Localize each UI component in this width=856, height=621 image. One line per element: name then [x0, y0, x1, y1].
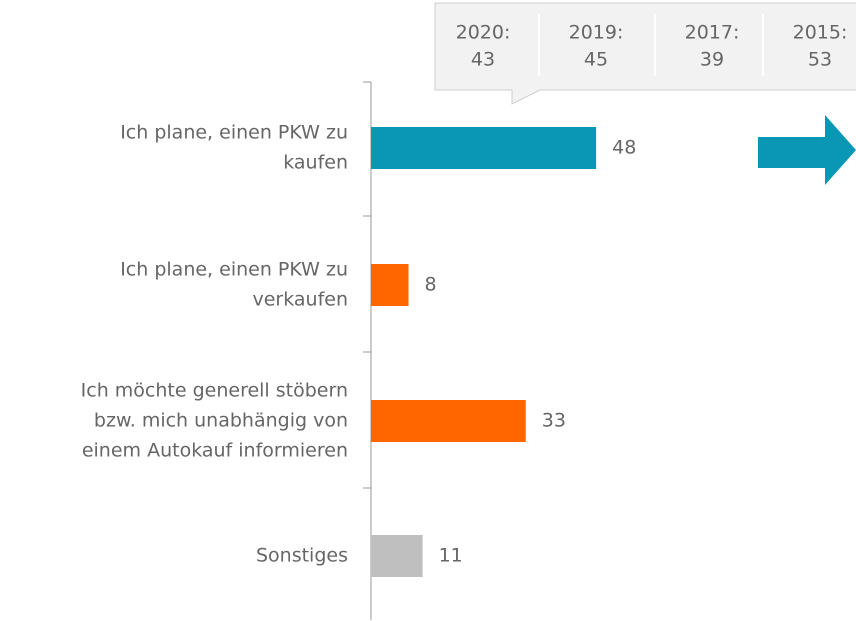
category-label: Ich plane, einen PKW zu — [120, 259, 348, 281]
category-label: Sonstiges — [256, 545, 348, 567]
category-label: bzw. mich unabhängig von — [94, 410, 348, 432]
category-label: verkaufen — [252, 289, 348, 311]
callout-value: 43 — [471, 49, 495, 71]
category-label: kaufen — [283, 152, 348, 174]
bar — [371, 264, 409, 306]
bar — [371, 400, 526, 442]
data-label: 33 — [542, 410, 566, 432]
data-label: 11 — [439, 545, 463, 567]
callout-value: 53 — [808, 49, 832, 71]
callout-year: 2017: — [685, 22, 740, 44]
callout-box — [434, 2, 856, 105]
callout-year: 2019: — [569, 22, 624, 44]
category-label: einem Autokauf informieren — [82, 440, 348, 462]
callout-value: 39 — [700, 49, 724, 71]
trend-arrow — [758, 115, 856, 185]
category-label: Ich plane, einen PKW zu — [120, 122, 348, 144]
category-label: Ich möchte generell stöbern — [81, 380, 348, 402]
data-label: 48 — [612, 137, 636, 159]
bar — [371, 127, 597, 169]
callout-value: 45 — [584, 49, 608, 71]
bar — [371, 535, 423, 577]
callout-year: 2015: — [793, 22, 848, 44]
data-label: 8 — [425, 274, 437, 296]
callout-year: 2020: — [456, 22, 511, 44]
